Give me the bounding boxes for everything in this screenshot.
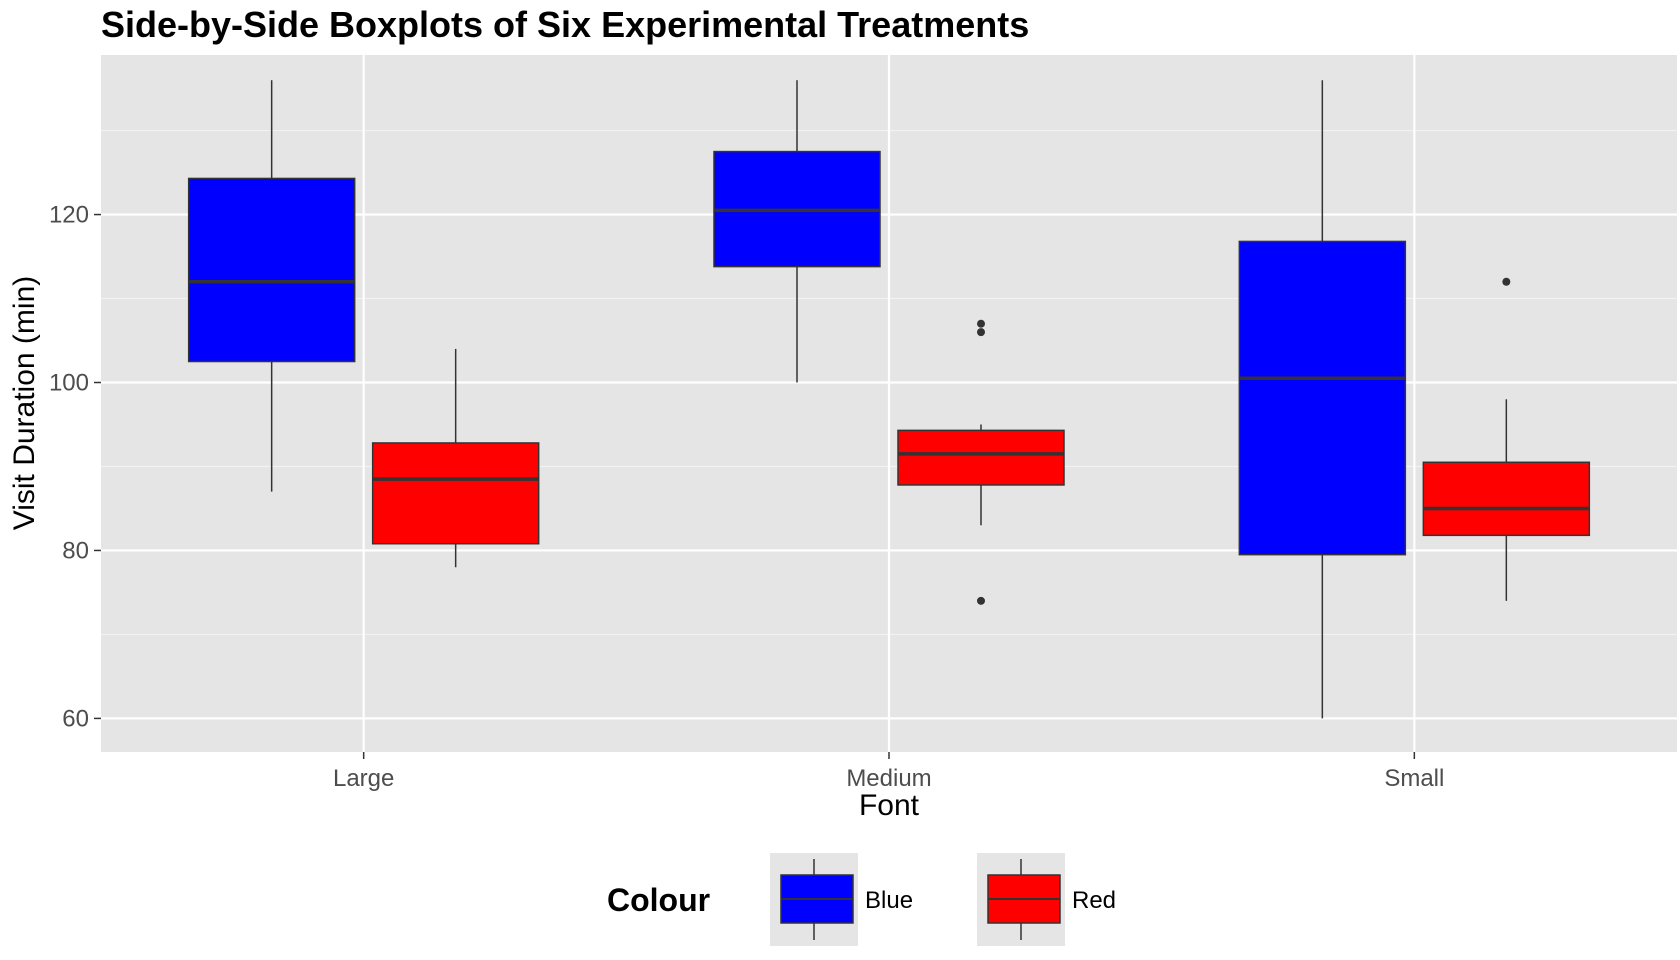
box-blue-small — [1238, 80, 1407, 719]
outlier-point — [1502, 277, 1511, 286]
x-tick-label: Large — [333, 765, 394, 792]
legend-label: Blue — [865, 887, 913, 914]
y-axis-title: Visit Duration (min) — [8, 276, 41, 531]
box-red-small — [1422, 277, 1591, 601]
x-tick-label: Small — [1384, 765, 1444, 792]
box-body — [897, 429, 1065, 486]
legend: Colour Blue Red — [607, 853, 1116, 946]
box-body — [187, 177, 356, 363]
box-body — [1238, 240, 1407, 556]
outlier-point — [977, 596, 985, 605]
box-red-medium — [897, 319, 1065, 605]
y-tick-label: 100 — [49, 370, 89, 397]
chart-title: Side-by-Side Boxplots of Six Experimenta… — [101, 4, 1029, 45]
box-blue-medium — [713, 80, 881, 383]
y-tick-label: 80 — [62, 537, 89, 564]
x-tick-label: Medium — [846, 765, 931, 792]
box-body — [1422, 461, 1591, 537]
outlier-point — [977, 328, 985, 337]
legend-key-red: Red — [977, 853, 1116, 946]
box-red-large — [371, 348, 540, 568]
box-blue-large — [187, 80, 356, 492]
legend-title: Colour — [607, 882, 710, 918]
y-axis: 60 80 100 120 — [49, 202, 101, 732]
legend-label: Red — [1072, 887, 1116, 914]
outlier-point — [977, 319, 985, 328]
box-group — [187, 80, 1591, 719]
legend-key-blue: Blue — [770, 853, 913, 946]
box-body — [371, 442, 540, 545]
y-tick-label: 60 — [62, 705, 89, 732]
x-axis: Large Medium Small — [333, 752, 1444, 792]
y-tick-label: 120 — [49, 202, 89, 229]
major-gridlines — [101, 55, 1677, 752]
x-axis-title: Font — [859, 789, 920, 822]
